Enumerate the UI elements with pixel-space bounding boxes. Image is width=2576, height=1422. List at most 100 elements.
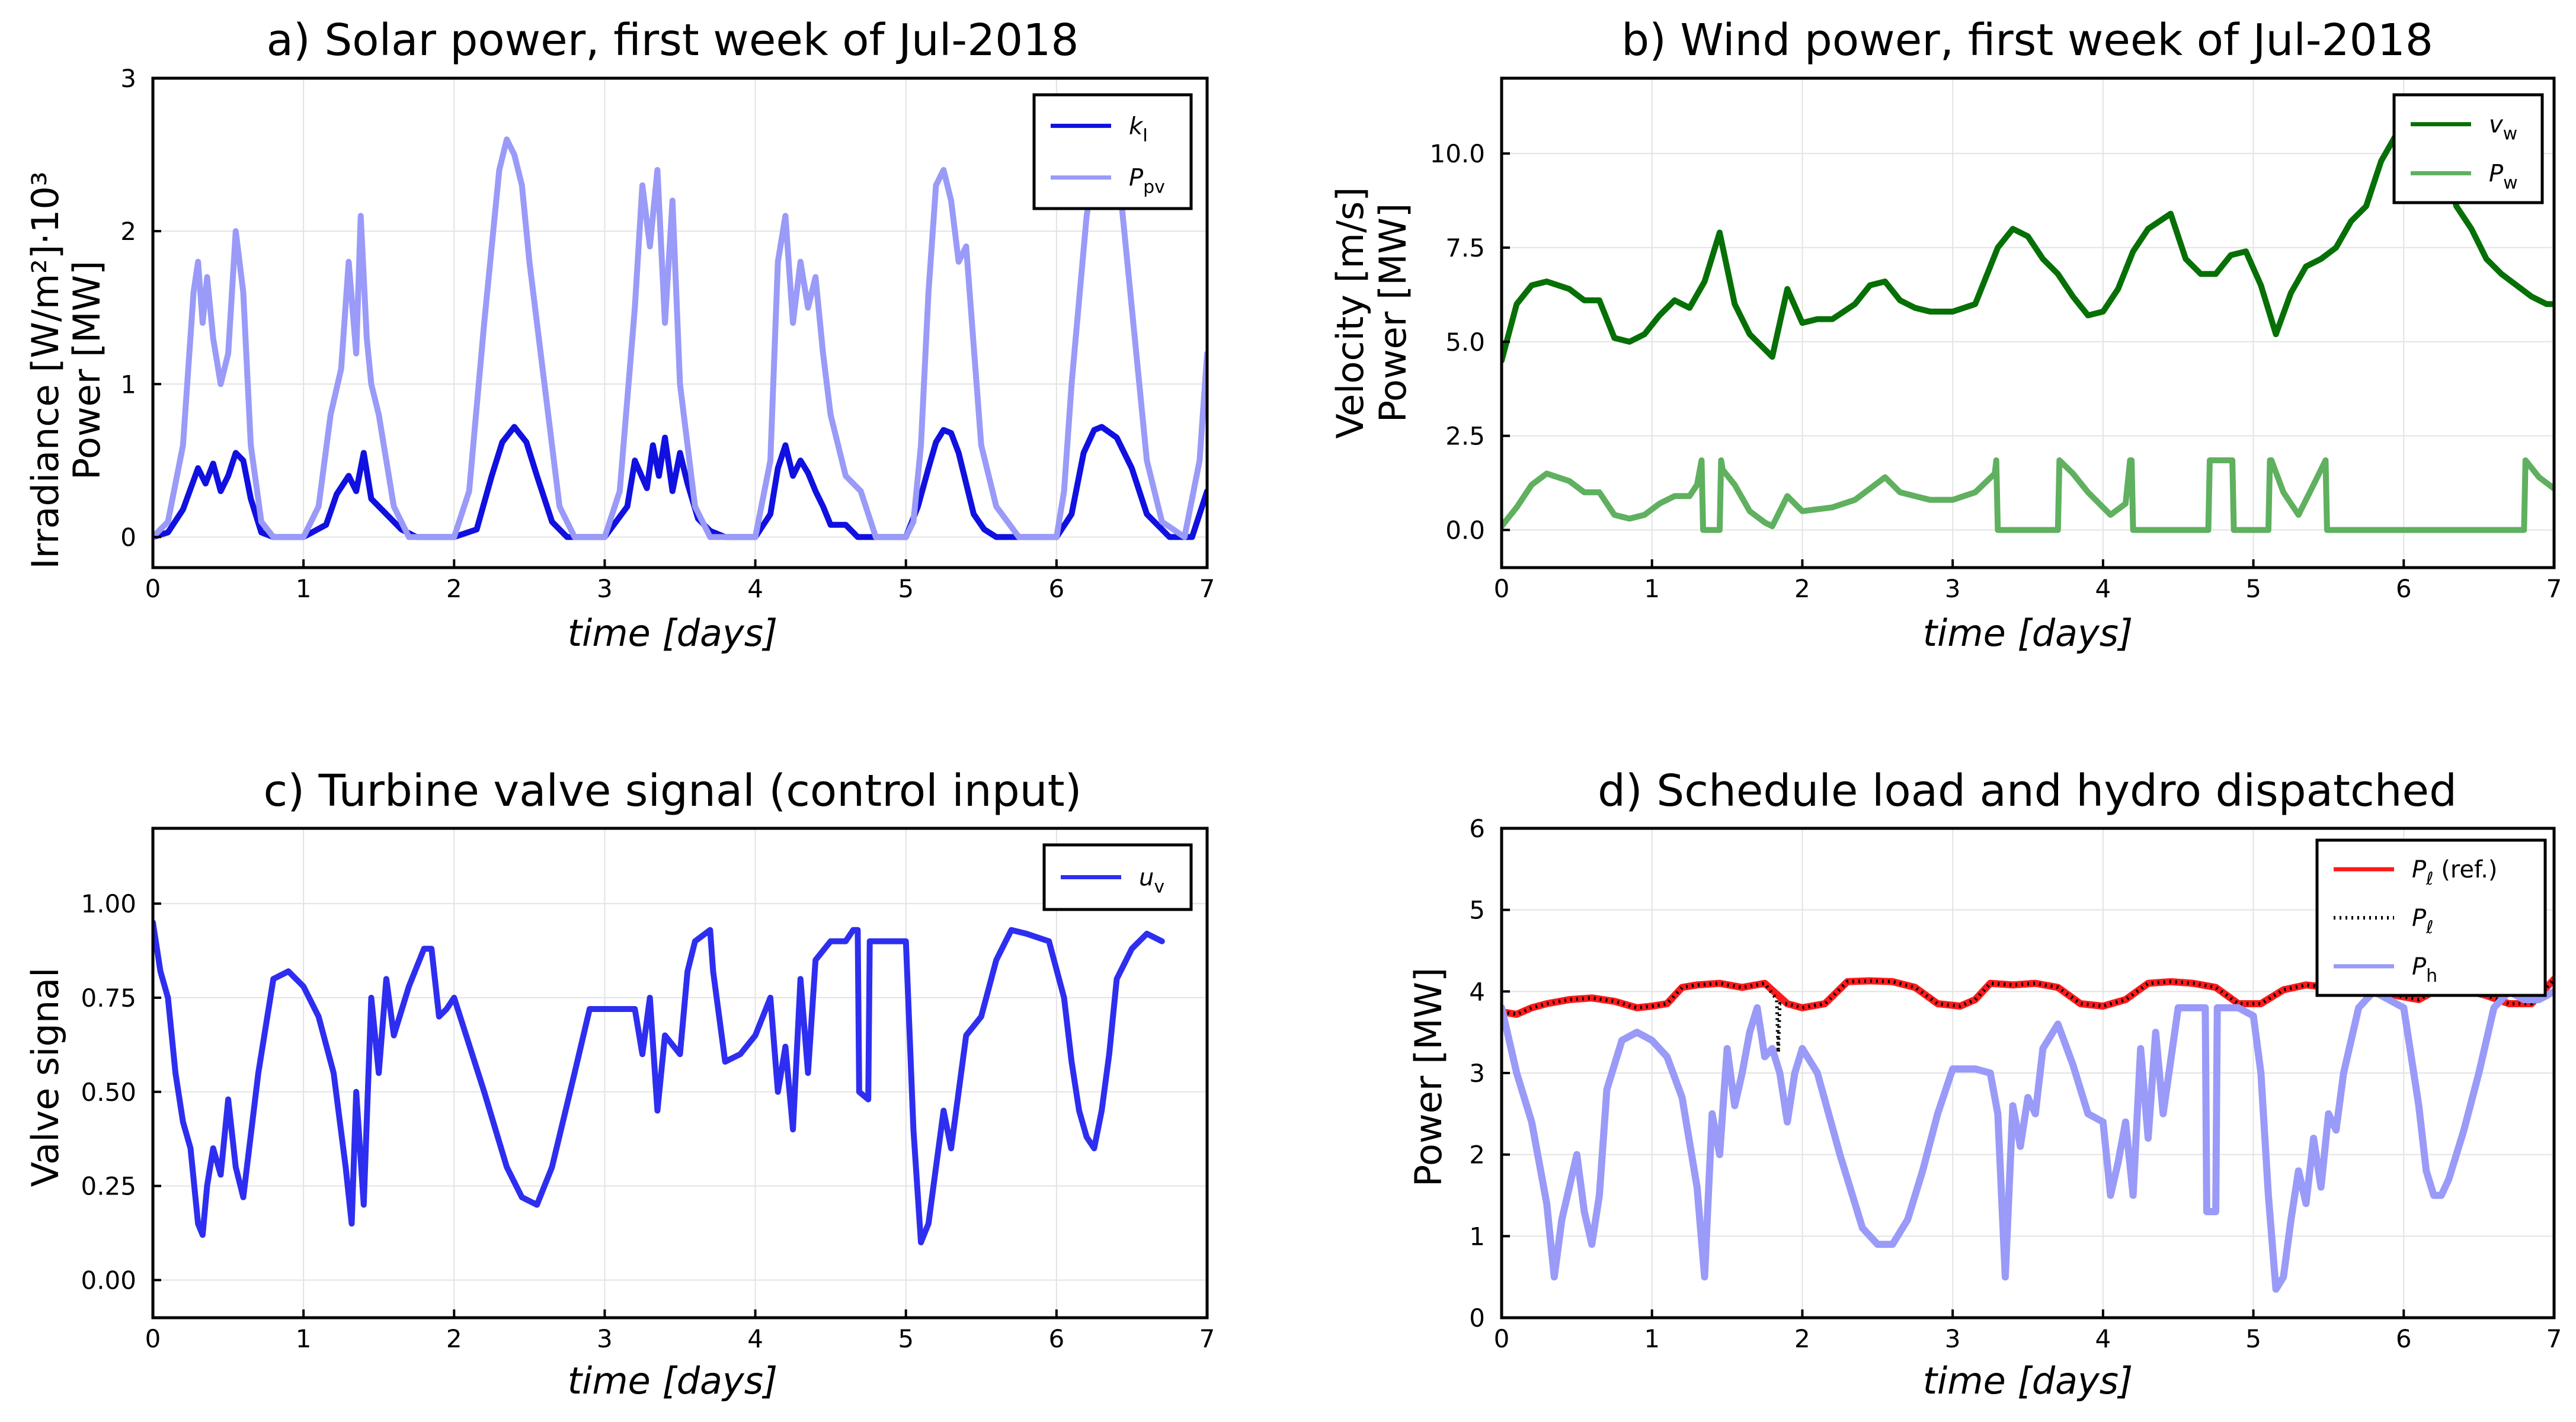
legend-label: Ph xyxy=(2412,953,2437,987)
x-tick-label: 3 xyxy=(597,574,613,603)
axes-frame xyxy=(1500,76,2556,569)
y-tick-label: 2 xyxy=(120,217,136,246)
y-tick-label: 4 xyxy=(1469,977,1485,1006)
legend-symbol: P xyxy=(2412,905,2427,932)
x-tick-label: 3 xyxy=(1945,1324,1961,1353)
panel-c-valve: c) Turbine valve signal (control input) … xyxy=(24,766,1215,1402)
legend-symbol: P xyxy=(1129,165,1144,192)
legend-symbol: P xyxy=(2412,856,2427,883)
legend-symbol: k xyxy=(1129,113,1144,140)
legend-symbol: u xyxy=(1139,864,1154,892)
x-tick-label: 7 xyxy=(1199,1324,1215,1353)
panel-b-xlabel-text: time [days] xyxy=(1923,611,2133,655)
series-line-Pw xyxy=(1502,457,2554,533)
x-tick-label: 1 xyxy=(296,1324,312,1353)
legend-box xyxy=(2315,838,2547,997)
x-tick-label: 0 xyxy=(145,574,161,603)
series-line-vw xyxy=(1502,105,2554,364)
x-tick-label: 6 xyxy=(2396,1324,2412,1353)
legend-symbol: P xyxy=(2412,953,2427,981)
legend-subscript: w xyxy=(2503,172,2518,193)
legend-label: Pℓ xyxy=(2412,905,2434,938)
panel-a-ylabel-1: Irradiance [W/m²]·10³ xyxy=(24,171,67,569)
y-tick-label: 0.00 xyxy=(81,1266,136,1295)
x-tick-label: 5 xyxy=(2245,1324,2261,1353)
panel-b-ylabel-2: Power [MW] xyxy=(1371,203,1415,422)
x-tick-label: 2 xyxy=(1794,574,1810,603)
legend-subscript: h xyxy=(2426,966,2437,987)
legend-label: uv xyxy=(1139,864,1164,898)
panel-b-ylabel-1: Velocity [m/s] xyxy=(1329,187,1372,439)
y-tick-label: 3 xyxy=(120,64,136,93)
x-tick-label: 1 xyxy=(1644,574,1660,603)
x-tick-label: 7 xyxy=(1199,574,1215,603)
y-tick-label: 5 xyxy=(1469,896,1485,925)
legend-subscript: ℓ xyxy=(2425,869,2433,889)
x-tick-label: 2 xyxy=(446,1324,462,1353)
x-tick-label: 6 xyxy=(1048,574,1064,603)
axes-frame xyxy=(151,827,1209,1319)
series-group xyxy=(1502,105,2554,533)
y-tick-label: 3 xyxy=(1469,1059,1485,1088)
legend-label: Ppv xyxy=(1129,165,1165,198)
x-tick-label: 0 xyxy=(1494,574,1510,603)
y-tick-label: 7.5 xyxy=(1445,233,1485,262)
legend-subscript: I xyxy=(1143,125,1148,146)
legend-a: kI Ppv xyxy=(1032,93,1193,210)
series-group xyxy=(153,121,1207,540)
y-tick-label: 1 xyxy=(1469,1222,1485,1251)
panel-c-xlabel-text: time [days] xyxy=(568,1359,778,1402)
y-tick-label: 6 xyxy=(1469,814,1485,843)
y-tick-label: 1.00 xyxy=(81,889,136,918)
panel-c-xlabel: time [days] xyxy=(568,1359,778,1402)
x-tick-label: 2 xyxy=(446,574,462,603)
panel-b-wind: b) Wind power, first week of Jul-2018 ti… xyxy=(1329,15,2562,655)
y-tick-label: 10.0 xyxy=(1429,139,1485,168)
y-tick-label: 0 xyxy=(1469,1304,1485,1333)
y-tick-label: 2 xyxy=(1469,1141,1485,1170)
y-tick-label: 0.50 xyxy=(81,1078,136,1107)
panel-b-xlabel: time [days] xyxy=(1923,611,2133,655)
legend-box xyxy=(1032,93,1193,210)
panel-d-xlabel: time [days] xyxy=(1923,1359,2133,1402)
series-line-Ppv xyxy=(153,121,1207,540)
panel-a-ylabel-2: Power [MW] xyxy=(65,261,108,480)
panel-b-title: b) Wind power, first week of Jul-2018 xyxy=(1621,15,2433,66)
x-tick-label: 4 xyxy=(2095,574,2111,603)
legend-label: Pℓ (ref.) xyxy=(2412,856,2498,889)
x-tick-label: 2 xyxy=(1794,1324,1810,1353)
series-line-kI xyxy=(153,424,1207,540)
x-tick-label: 0 xyxy=(1494,1324,1510,1353)
x-tick-label: 5 xyxy=(898,1324,914,1353)
panel-d-xlabel-text: time [days] xyxy=(1923,1359,2133,1402)
legend-label: vw xyxy=(2489,111,2517,145)
x-tick-label: 3 xyxy=(597,1324,613,1353)
legend-subscript: w xyxy=(2503,124,2518,145)
panel-a-solar: a) Solar power, first week of Jul-2018 t… xyxy=(24,15,1215,655)
x-tick-label: 1 xyxy=(1644,1324,1660,1353)
x-tick-label: 4 xyxy=(2095,1324,2111,1353)
legend-symbol: v xyxy=(2489,111,2504,139)
series-line-uv xyxy=(153,919,1165,1245)
panel-a-xlabel-text: time [days] xyxy=(568,611,778,655)
x-tick-label: 5 xyxy=(2245,574,2261,603)
panel-d-title: d) Schedule load and hydro dispatched xyxy=(1598,766,2457,816)
panel-c-title: c) Turbine valve signal (control input) xyxy=(264,766,1082,816)
x-tick-label: 4 xyxy=(747,574,763,603)
legend-box xyxy=(2392,93,2544,204)
x-tick-label: 7 xyxy=(2546,1324,2562,1353)
panel-d-load-hydro: d) Schedule load and hydro dispatched ti… xyxy=(1407,766,2562,1402)
x-tick-label: 6 xyxy=(1048,1324,1064,1353)
y-tick-label: 0.25 xyxy=(81,1172,136,1201)
series-line-Ph xyxy=(1502,988,2554,1293)
legend-subscript: ℓ xyxy=(2425,917,2433,938)
x-tick-label: 3 xyxy=(1945,574,1961,603)
axes-frame xyxy=(151,76,1209,569)
legend-label: Pw xyxy=(2489,160,2518,193)
y-tick-label: 2.5 xyxy=(1445,422,1485,451)
legend-subscript: v xyxy=(1154,877,1164,898)
x-tick-label: 4 xyxy=(747,1324,763,1353)
panel-d-ylabel: Power [MW] xyxy=(1407,968,1450,1187)
y-tick-label: 5.0 xyxy=(1445,328,1485,357)
